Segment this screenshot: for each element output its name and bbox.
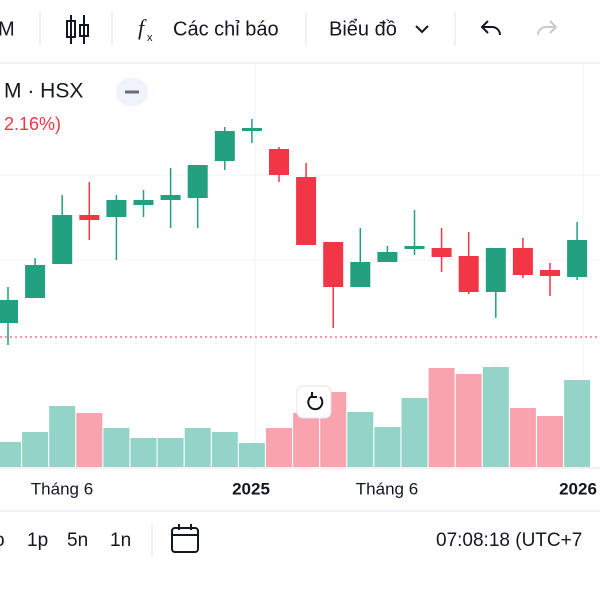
range-button[interactable]: 5n xyxy=(67,530,88,551)
x-tick-label: Tháng 6 xyxy=(31,479,93,498)
range-button[interactable]: 1p xyxy=(27,530,48,551)
candle-body xyxy=(485,248,506,292)
candle-body xyxy=(241,128,262,131)
candle-body xyxy=(0,300,18,323)
candle-body xyxy=(350,262,371,287)
candle-body xyxy=(187,165,208,198)
range-button[interactable]: 1n xyxy=(110,530,131,551)
candle-body xyxy=(567,240,588,277)
candle-body xyxy=(296,177,317,245)
candle-body xyxy=(458,256,479,292)
volume-bar xyxy=(347,412,374,467)
legend-symbol: M · HSX xyxy=(4,80,83,103)
candle-body xyxy=(160,195,181,200)
volume-bar xyxy=(266,428,292,467)
undo-icon[interactable] xyxy=(480,20,501,36)
volume-bar xyxy=(184,428,211,467)
candle-body xyxy=(25,265,46,298)
volume-bar xyxy=(537,416,563,467)
volume-bar xyxy=(130,438,157,467)
reset-button[interactable] xyxy=(296,385,332,419)
volume-bar xyxy=(238,443,265,467)
x-tick-label: Tháng 6 xyxy=(356,479,418,498)
volume-bar xyxy=(103,428,130,467)
candle-body xyxy=(106,200,127,217)
legend-change: 2.16%) xyxy=(4,114,61,134)
volume-bar xyxy=(49,406,76,467)
candle-icon[interactable] xyxy=(66,15,89,44)
candle-body xyxy=(540,270,560,276)
candle-body xyxy=(404,246,425,249)
fx-icon-x[interactable]: x xyxy=(147,32,153,44)
candle-body xyxy=(79,215,100,220)
candle-body xyxy=(512,248,533,275)
volume-bar xyxy=(428,368,455,467)
volume-bar xyxy=(211,432,238,467)
range-button[interactable]: o xyxy=(0,530,5,551)
volume-bar xyxy=(509,408,536,467)
fx-icon[interactable]: f xyxy=(138,15,147,40)
candle-body xyxy=(377,252,398,262)
dropdown-icon[interactable] xyxy=(415,25,429,34)
volume-bar xyxy=(482,367,509,467)
volume-bar xyxy=(0,442,21,467)
indicators-button[interactable]: Các chỉ báo xyxy=(173,18,279,40)
volume-bar xyxy=(157,438,184,467)
candle-body xyxy=(133,200,154,205)
candle-body xyxy=(323,242,344,287)
clock: 07:08:18 (UTC+7 xyxy=(436,530,582,551)
toolbar-symbol[interactable]: M xyxy=(0,18,15,40)
x-tick-label: 2025 xyxy=(232,479,270,498)
candle-body xyxy=(214,131,235,161)
candle-body xyxy=(431,248,452,257)
volume-bar xyxy=(374,427,401,467)
volume-bar xyxy=(401,398,428,467)
volume-bar xyxy=(564,380,591,467)
date-range-icon[interactable] xyxy=(171,524,199,553)
candle-body xyxy=(269,149,289,175)
x-tick-label: 2026 xyxy=(559,479,597,498)
volume-bar xyxy=(22,432,49,467)
volume-bar xyxy=(76,413,103,467)
redo-icon[interactable] xyxy=(537,20,558,36)
candle-body xyxy=(52,215,73,264)
reset-icon[interactable] xyxy=(307,392,324,411)
chart-type-button[interactable]: Biểu đồ xyxy=(329,18,397,40)
volume-bar xyxy=(293,413,320,467)
volume-bar xyxy=(455,374,482,467)
